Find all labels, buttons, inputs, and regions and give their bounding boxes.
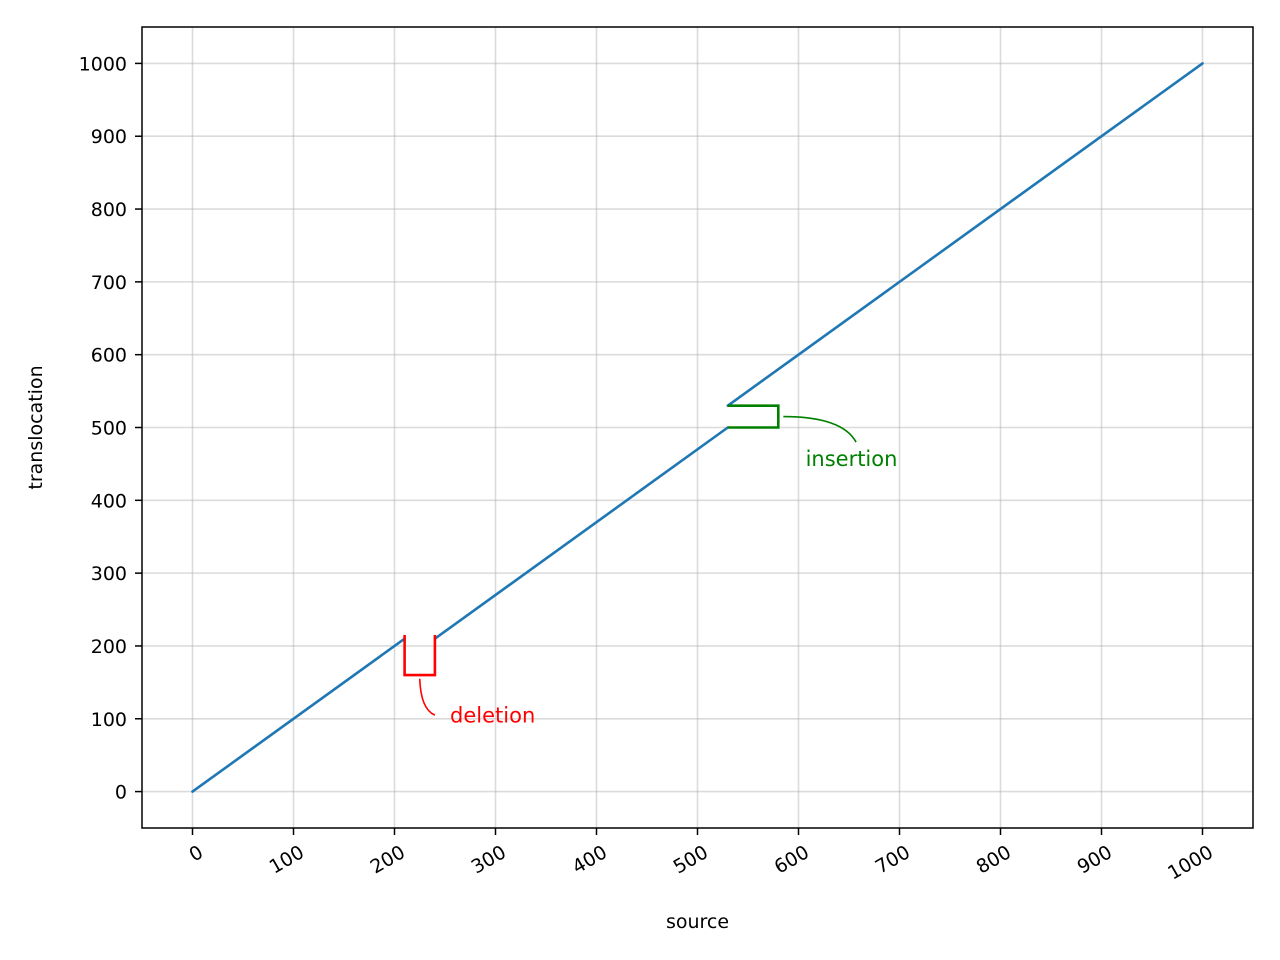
x-tick-label: 700: [872, 841, 914, 878]
x-tick-label: 300: [468, 841, 510, 878]
y-tick-label: 300: [91, 563, 127, 585]
x-tick-label: 800: [973, 841, 1015, 878]
insertion-bracket: [727, 404, 780, 429]
grid: [142, 27, 1253, 828]
series-line: [726, 62, 1204, 407]
x-tick-label: 500: [670, 841, 712, 878]
series-line: [191, 637, 406, 793]
insertion-label: insertion: [806, 447, 898, 471]
y-tick-label: 800: [91, 199, 127, 221]
y-tick-label: 900: [91, 126, 127, 148]
insertion-connector: [783, 415, 857, 443]
deletion-connector: [418, 678, 436, 716]
x-tick-label: 0: [186, 841, 207, 866]
series-line: [433, 426, 730, 640]
x-tick-label: 100: [266, 841, 308, 878]
y-tick-label: 0: [115, 782, 127, 804]
x-tick-label: 1000: [1164, 841, 1217, 884]
deletion-label: deletion: [450, 703, 535, 727]
y-axis-label: translocation: [25, 365, 47, 489]
y-axis: 0 100 200 300 400 500 600 700 800 900 1000: [79, 53, 142, 804]
deletion-bracket: [403, 635, 437, 677]
y-tick-label: 600: [91, 345, 127, 367]
x-tick-label: 600: [771, 841, 813, 878]
y-tick-label: 1000: [79, 53, 127, 75]
y-tick-label: 500: [91, 418, 127, 440]
y-tick-label: 100: [91, 709, 127, 731]
series-layer: [191, 62, 1204, 793]
annotations: deletion insertion: [403, 404, 898, 727]
x-axis: 0 100 200 300 400 500 600 700 800 900 1000: [186, 828, 1217, 885]
x-tick-label: 900: [1074, 841, 1116, 878]
x-axis-label: source: [666, 911, 729, 933]
y-tick-label: 200: [91, 636, 127, 658]
x-tick-label: 400: [569, 841, 611, 878]
y-tick-label: 400: [91, 490, 127, 512]
y-tick-label: 700: [91, 272, 127, 294]
x-tick-label: 200: [367, 841, 409, 878]
